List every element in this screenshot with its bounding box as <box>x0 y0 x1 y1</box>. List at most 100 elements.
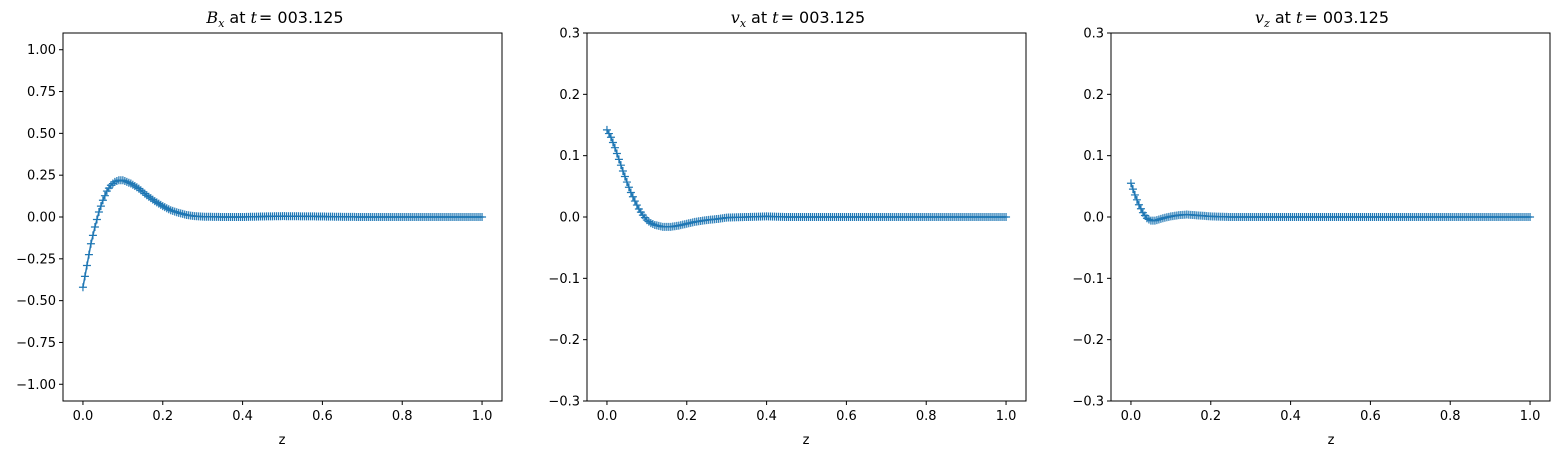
data-point <box>622 178 631 187</box>
data-point <box>172 208 181 217</box>
y-tick-label: 0.2 <box>1083 88 1104 103</box>
data-point <box>164 205 173 214</box>
data-point <box>80 272 89 281</box>
data-point <box>628 192 637 201</box>
data-point <box>106 181 115 190</box>
data-point <box>120 177 129 186</box>
y-tick-label: −0.1 <box>548 272 580 287</box>
title-subscript: z <box>1263 17 1270 30</box>
data-point <box>1154 215 1163 224</box>
subplot-vx: vx at t = 003.125 z 0.0 0.2 0.4 0.6 0.8 1.0 −0.3 −… <box>548 8 1027 448</box>
data-point <box>86 239 95 248</box>
y-tick-label: −0.25 <box>16 252 56 267</box>
y-tick-label: 0.50 <box>27 127 56 142</box>
title-at: at <box>751 8 767 27</box>
y-tick-label: −0.2 <box>1072 333 1104 348</box>
x-tick-label: 0.8 <box>916 409 937 424</box>
x-tick-label: 1.0 <box>996 409 1017 424</box>
data-point <box>616 161 625 170</box>
x-tick-label: 0.2 <box>152 409 173 424</box>
title-subscript: x <box>740 17 747 30</box>
x-tick-label: 1.0 <box>1520 409 1541 424</box>
data-point <box>90 223 99 232</box>
data-point <box>624 183 633 192</box>
data-point <box>1134 200 1143 209</box>
title-at: at <box>1275 8 1291 27</box>
data-point <box>1150 216 1159 225</box>
y-tick-label: −0.50 <box>16 294 56 309</box>
data-point <box>92 215 101 224</box>
x-tick-label: 0.8 <box>392 409 413 424</box>
y-tick-label: 1.00 <box>27 43 56 58</box>
data-point <box>122 177 131 186</box>
x-tick-label: 0.8 <box>1440 409 1461 424</box>
data-point <box>138 187 147 196</box>
data-point <box>602 125 611 134</box>
y-tick-label: −0.75 <box>16 336 56 351</box>
x-tick-label: 1.0 <box>472 409 493 424</box>
title-symbol: B <box>205 8 218 27</box>
data-point <box>94 207 103 216</box>
x-tick-label: 0.6 <box>836 409 857 424</box>
x-tick-label: 0.0 <box>597 409 618 424</box>
data-point <box>1130 190 1139 199</box>
chart-title: Bx at t = 003.125 <box>205 8 343 30</box>
y-tick-label: 0.25 <box>27 169 56 184</box>
data-point <box>1136 204 1145 213</box>
data-point <box>648 220 657 229</box>
data-point <box>614 155 623 164</box>
y-tick-label: 0.1 <box>559 149 580 164</box>
data-point <box>134 184 143 193</box>
title-eq: = 003.125 <box>1304 8 1389 27</box>
y-tick-label: 0.3 <box>1083 27 1104 42</box>
y-tick-label: 0.0 <box>559 211 580 226</box>
data-point <box>612 149 621 158</box>
y-tick-label: −0.1 <box>1072 272 1104 287</box>
data-point <box>610 143 619 152</box>
data-point <box>112 177 121 186</box>
subplot-vz: vz at t = 003.125 z 0.0 0.2 0.4 0.6 0.8 1.0−0.3−… <box>1072 8 1551 448</box>
title-at: at <box>229 8 245 27</box>
title-t: t <box>250 8 257 27</box>
data-point <box>136 186 145 195</box>
data-point <box>118 176 127 185</box>
data-point <box>608 138 617 147</box>
chart-title: vz at t = 003.125 <box>1255 8 1389 30</box>
data-point <box>1156 214 1165 223</box>
data-point <box>110 177 119 186</box>
data-point <box>1002 213 1011 221</box>
x-tick-label: 0.0 <box>73 409 94 424</box>
data-point <box>1144 215 1153 224</box>
y-tick-label: −1.00 <box>16 378 56 393</box>
data-point <box>626 188 635 197</box>
data-point <box>98 196 107 205</box>
x-axis-label: z <box>803 433 810 448</box>
chart-title: vx at t = 003.125 <box>731 8 865 30</box>
data-point <box>604 129 613 138</box>
data-point <box>82 261 91 270</box>
y-tick-label: −0.3 <box>1072 395 1104 410</box>
x-tick-label: 0.2 <box>676 409 697 424</box>
data-point <box>1152 216 1161 225</box>
x-tick-label: 0.6 <box>312 409 333 424</box>
y-tick-label: 0.1 <box>1083 149 1104 164</box>
y-tick-label: −0.3 <box>548 395 580 410</box>
series-line <box>82 179 483 288</box>
x-axis-label: z <box>1328 433 1335 448</box>
y-tick-label: −0.2 <box>548 333 580 348</box>
title-t: t <box>1296 8 1303 27</box>
y-tick-label: 0.75 <box>27 85 56 100</box>
data-point <box>1132 195 1141 204</box>
x-tick-label: 0.0 <box>1121 409 1142 424</box>
data-point <box>1526 213 1535 221</box>
data-point <box>632 201 641 210</box>
data-point <box>620 172 629 181</box>
y-tick-label: 0.00 <box>27 211 56 226</box>
data-point <box>1128 185 1137 194</box>
title-eq: = 003.125 <box>781 8 866 27</box>
data-point <box>88 231 97 240</box>
x-tick-label: 0.4 <box>1280 409 1301 424</box>
data-point <box>646 219 655 228</box>
data-point <box>84 250 93 259</box>
